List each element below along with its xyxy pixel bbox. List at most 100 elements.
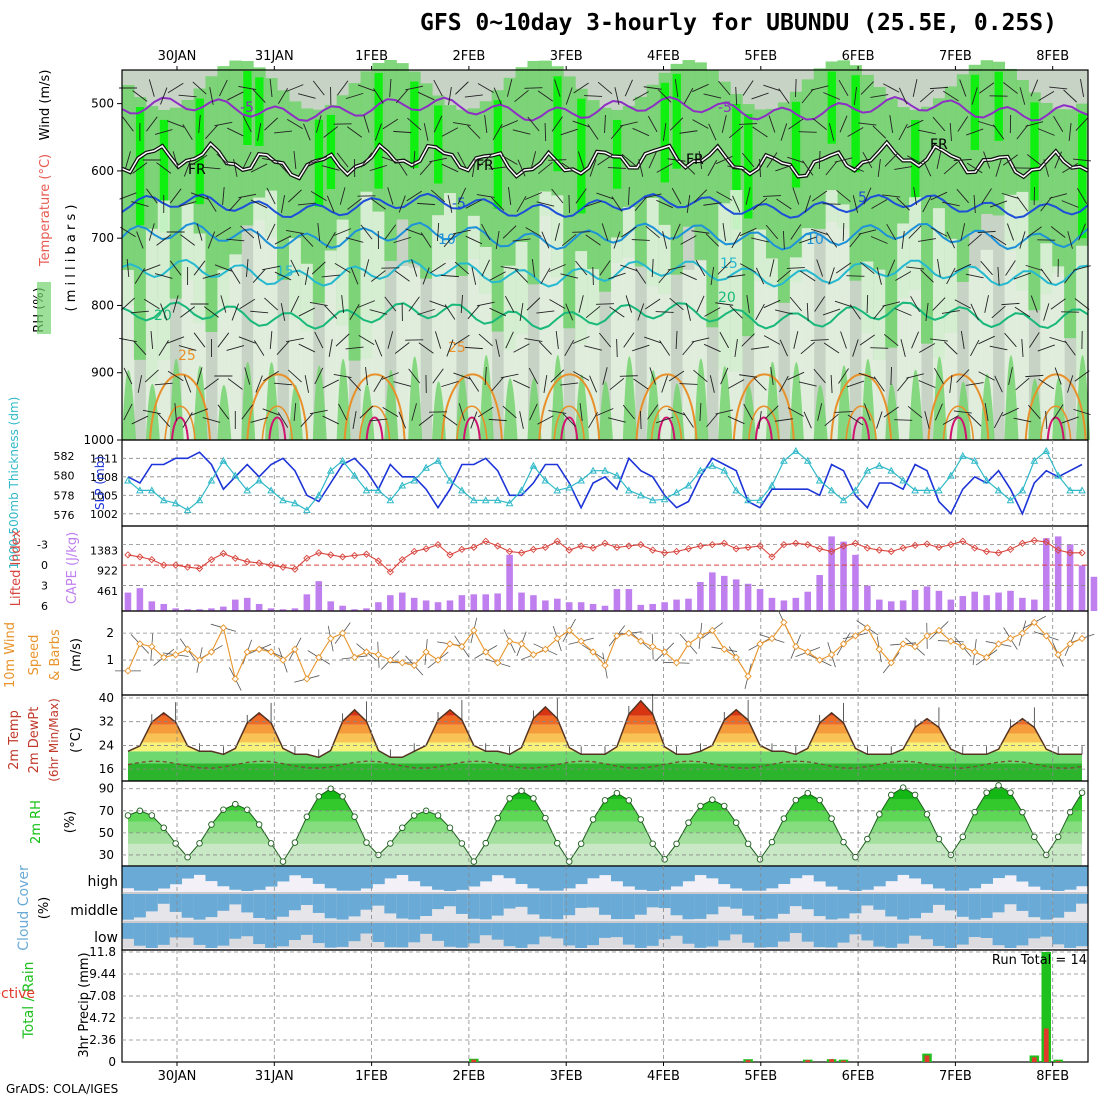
wind-barb bbox=[288, 189, 302, 203]
wind-barb bbox=[800, 341, 815, 355]
wind-barb bbox=[965, 382, 984, 386]
cloud-low-bar bbox=[801, 923, 815, 942]
rh-green-column bbox=[479, 101, 493, 295]
cloud-low-bar bbox=[777, 923, 791, 942]
cape-bar bbox=[315, 581, 323, 611]
wind-barb bbox=[262, 408, 280, 416]
wind-barb bbox=[276, 161, 290, 175]
wind-barb bbox=[1050, 226, 1066, 238]
wind-axis-label: 10m Wind bbox=[3, 622, 18, 688]
wind-barb bbox=[1005, 260, 1016, 276]
wind-barb bbox=[957, 116, 969, 132]
wind-barb bbox=[560, 128, 578, 136]
rh-low-plume bbox=[837, 365, 852, 440]
lifted-index-point bbox=[839, 542, 848, 550]
wind-barb bbox=[644, 298, 661, 310]
wind-barb bbox=[925, 303, 929, 321]
cloud-low-bar bbox=[718, 923, 731, 941]
cape-bar bbox=[327, 601, 334, 611]
cape-tick-label: 922 bbox=[97, 565, 118, 578]
cloud-low-bar bbox=[455, 923, 469, 948]
wind-barb bbox=[420, 232, 432, 248]
wind-barb bbox=[601, 223, 609, 241]
wind-barb bbox=[560, 382, 579, 386]
wind-speed-point bbox=[338, 629, 347, 637]
wind-barb bbox=[276, 341, 290, 355]
wind-barb bbox=[858, 229, 877, 235]
cloud-high-bar bbox=[432, 866, 445, 890]
cloud-mid-bar bbox=[360, 894, 373, 910]
thickness-point bbox=[553, 486, 562, 494]
rh-point bbox=[434, 812, 442, 819]
wind-barb bbox=[949, 375, 953, 393]
cape-bar bbox=[410, 597, 418, 611]
wind-barb bbox=[597, 154, 613, 166]
cloud-high-bar bbox=[873, 866, 886, 887]
wind-barb bbox=[573, 82, 589, 94]
wind-barb bbox=[691, 337, 710, 343]
cape-bar bbox=[887, 601, 895, 611]
wind-barb bbox=[312, 80, 325, 96]
wind-barb bbox=[889, 115, 894, 133]
wind-barb bbox=[193, 260, 206, 276]
wind-barb bbox=[759, 158, 761, 178]
lifted-index-point bbox=[219, 549, 228, 558]
wind-barb bbox=[527, 116, 540, 132]
thickness-point bbox=[529, 461, 538, 469]
cloud-mid-bar bbox=[408, 894, 421, 920]
wind-barb bbox=[812, 117, 827, 131]
rh-low-plume bbox=[121, 370, 136, 440]
thickness-point bbox=[720, 466, 729, 474]
wind-barb bbox=[492, 123, 503, 141]
wind-barb bbox=[369, 309, 388, 315]
rh-point bbox=[315, 793, 323, 800]
wind-barb bbox=[802, 160, 814, 176]
wind-barb bbox=[441, 163, 459, 173]
cape-bar bbox=[637, 604, 645, 611]
wind-barb bbox=[873, 304, 886, 320]
wind-barb bbox=[659, 340, 671, 356]
cloud-mid-bar bbox=[169, 894, 183, 912]
wind-barb bbox=[468, 376, 480, 392]
wind-barb bbox=[789, 296, 802, 312]
wind-barb bbox=[1038, 378, 1055, 390]
wind-barb bbox=[1049, 193, 1067, 199]
wind-units-label: (m/s) bbox=[69, 638, 84, 672]
isotherm-25-loop bbox=[246, 373, 309, 441]
wind-barb bbox=[1016, 124, 1029, 140]
cloud-level-label: middle bbox=[70, 903, 118, 919]
rh2m-axis-label: 2m RH bbox=[29, 800, 44, 844]
slp-tick-label: 1008 bbox=[90, 471, 118, 484]
cloud-level-label: high bbox=[87, 874, 118, 890]
cape-bar bbox=[458, 595, 466, 611]
wind-barb bbox=[382, 118, 399, 130]
wind-barb bbox=[478, 333, 493, 347]
wind-barb bbox=[853, 87, 857, 105]
wind-barb bbox=[643, 193, 662, 199]
thickness-point bbox=[768, 481, 776, 489]
cape-bar bbox=[124, 592, 132, 611]
cape-bar bbox=[1066, 544, 1074, 611]
rh-dry-column bbox=[432, 215, 445, 440]
wind-barb bbox=[524, 338, 543, 342]
cloud-high-bar bbox=[801, 866, 815, 876]
wind-barb bbox=[398, 195, 406, 213]
time-axes: 30JAN30JAN31JAN31JAN1FEB1FEB2FEB2FEB3FEB… bbox=[158, 49, 1070, 1084]
cloud-mid-bar bbox=[491, 894, 505, 916]
wind-barb bbox=[884, 153, 898, 167]
rh-dry-column bbox=[682, 269, 695, 440]
cape-bar bbox=[923, 586, 931, 611]
wind-barb bbox=[1053, 116, 1064, 132]
cloud-high-bar bbox=[897, 866, 910, 875]
cape-bar bbox=[196, 609, 203, 611]
wind-barb bbox=[345, 92, 364, 100]
wind-barb bbox=[430, 262, 446, 274]
wind-barb bbox=[266, 187, 276, 205]
lifted-index-point bbox=[291, 565, 299, 573]
cloud-mid-bar bbox=[288, 894, 302, 911]
wind-barb bbox=[930, 191, 948, 201]
wind-speed-point bbox=[565, 626, 573, 635]
temp-color-band bbox=[127, 751, 1083, 764]
cloud-low-bar bbox=[944, 923, 958, 948]
